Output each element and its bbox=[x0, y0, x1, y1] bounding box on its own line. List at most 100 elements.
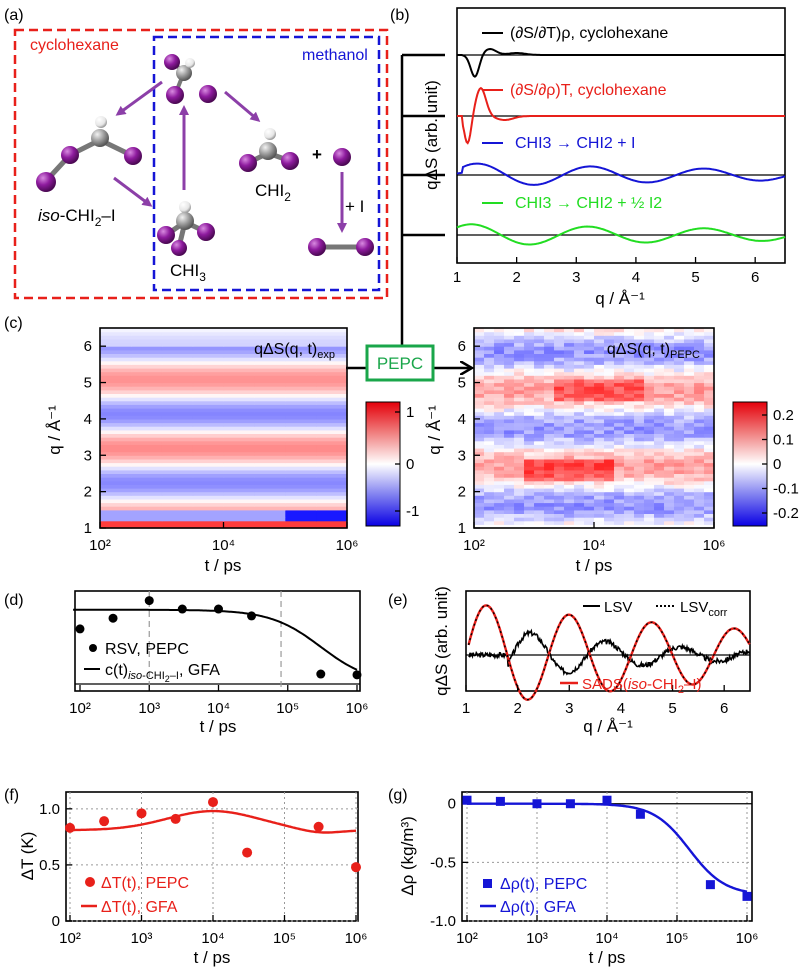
hm-pepc-cell bbox=[504, 382, 515, 387]
hm-pepc-cell bbox=[614, 386, 625, 391]
hm-exp-cell bbox=[285, 437, 317, 442]
hm-exp-cell bbox=[161, 473, 194, 478]
hm-pepc-cell bbox=[624, 455, 635, 460]
hm-exp-cell bbox=[100, 418, 132, 424]
hm-pepc-cell bbox=[654, 509, 665, 514]
hm-pepc-cell bbox=[654, 444, 665, 449]
hm-exp-cell bbox=[316, 364, 348, 369]
hm-pepc-cell bbox=[554, 338, 565, 344]
hm-pepc-cell bbox=[604, 488, 615, 493]
hm-pepc-cell bbox=[674, 393, 685, 398]
hm-pepc-cell bbox=[554, 495, 565, 500]
hm-pepc-cell bbox=[664, 480, 675, 485]
hm-pepc-cell bbox=[614, 371, 625, 376]
hm-pepc-cell bbox=[474, 498, 485, 504]
hm-pepc-cell bbox=[614, 473, 625, 478]
b-xtick-label-0: 1 bbox=[453, 269, 461, 286]
molecule-chi2 bbox=[239, 128, 299, 172]
g-xtick-label-4: 10⁶ bbox=[736, 930, 759, 947]
hm-pepc-cell bbox=[694, 346, 705, 351]
hm-pepc-cell bbox=[624, 375, 635, 380]
hm-exp-cell bbox=[100, 437, 132, 442]
hm-pepc-cell bbox=[494, 382, 505, 387]
hm-pepc-cell bbox=[514, 433, 525, 438]
hm-pepc-cell bbox=[514, 360, 525, 365]
hm-pepc-cell bbox=[504, 389, 515, 394]
hm-pepc-cell bbox=[574, 509, 585, 514]
hm-pepc-cell bbox=[604, 408, 615, 413]
hm-pepc-cell bbox=[644, 371, 655, 376]
hm-pepc-cell bbox=[694, 491, 705, 496]
hm-pepc-cell bbox=[684, 389, 695, 394]
hm-pepc-cell bbox=[554, 433, 565, 438]
hm-pepc-cell bbox=[654, 491, 665, 496]
g-point-3 bbox=[565, 799, 575, 809]
hm-pepc-cell bbox=[474, 480, 485, 485]
hm-pepc-cell bbox=[684, 513, 695, 518]
hm-pepc-cell bbox=[704, 375, 715, 380]
hm-pepc-cell bbox=[664, 462, 675, 467]
e-xtick-label-5: 6 bbox=[720, 700, 728, 717]
hm-pepc-cell bbox=[674, 426, 685, 431]
hm-pepc-cell bbox=[654, 335, 665, 340]
hm-exp-cell bbox=[100, 426, 132, 431]
hm-pepc-cell bbox=[594, 437, 605, 442]
hm-pepc-cell bbox=[524, 400, 535, 405]
cbar-exp-tick-label-2: -1 bbox=[406, 503, 419, 520]
hm-pepc-cell bbox=[584, 382, 595, 387]
hm-exp-cell bbox=[254, 357, 286, 362]
hm-pepc-cell bbox=[664, 382, 675, 387]
hm-pepc-cell bbox=[534, 429, 545, 434]
g-point-4 bbox=[602, 795, 612, 805]
hm-pepc-cell bbox=[664, 509, 675, 514]
hm-pepc-cell bbox=[594, 328, 605, 333]
hm-pepc-cell bbox=[604, 386, 615, 391]
hm-pepc-cell bbox=[474, 393, 485, 398]
hm-pepc-cell bbox=[624, 342, 635, 347]
hm-exp-cell bbox=[100, 364, 132, 369]
hm-pepc-cell bbox=[604, 400, 615, 405]
hm-pepc-cell bbox=[624, 418, 635, 424]
hm-exp-cell bbox=[130, 360, 163, 365]
hm-pepc-cell bbox=[704, 368, 715, 373]
hm-pepc-cell bbox=[584, 524, 595, 529]
hm-exp-cell bbox=[161, 437, 194, 442]
heatmap-exp-title: qΔS(q, t)exp bbox=[254, 341, 335, 361]
hm-exp-cell bbox=[223, 349, 255, 354]
hm-pepc-cell bbox=[614, 458, 625, 464]
hm-exp-cell bbox=[130, 422, 163, 427]
hm-pepc-cell bbox=[674, 502, 685, 507]
hm-pepc-cell bbox=[544, 393, 555, 398]
hm-pepc-cell bbox=[654, 458, 665, 464]
panel-label-a: (a) bbox=[4, 7, 24, 24]
hm-pepc-cell bbox=[574, 451, 585, 456]
hm-exp-cell bbox=[316, 400, 348, 405]
hm-exp-cell bbox=[130, 346, 163, 351]
e-xtick-label-3: 4 bbox=[617, 700, 625, 717]
hm-pepc-cell bbox=[514, 502, 525, 507]
panel-b-curves bbox=[456, 47, 786, 246]
f-point-4 bbox=[208, 797, 218, 808]
hm-pepc-cell bbox=[684, 353, 695, 358]
hm-pepc-cell bbox=[684, 335, 695, 340]
f-ytick-label-2: 1.0 bbox=[39, 801, 60, 818]
hm-pepc-cell bbox=[594, 509, 605, 514]
hm-exp-cell bbox=[192, 480, 225, 485]
hm-pepc-cell bbox=[594, 411, 605, 416]
hm-exp-cell bbox=[316, 415, 348, 420]
hm-pepc-cell bbox=[574, 462, 585, 467]
hm-pepc-cell bbox=[624, 491, 635, 496]
hm-exp-cell bbox=[100, 360, 132, 365]
hm-exp-cell bbox=[192, 357, 225, 362]
hm-exp-cell bbox=[254, 437, 286, 442]
hm-pepc-cell bbox=[584, 440, 595, 445]
hm-pepc-cell bbox=[494, 328, 505, 333]
hm-exp-cell bbox=[192, 484, 225, 489]
hm-pepc-cell bbox=[684, 357, 695, 362]
hm-pepc-cell bbox=[674, 469, 685, 474]
f-point-6 bbox=[313, 821, 324, 832]
hm-pepc-cell bbox=[694, 371, 705, 376]
hm-pepc-cell bbox=[694, 328, 705, 333]
b-xtick-label-5: 6 bbox=[751, 269, 759, 286]
